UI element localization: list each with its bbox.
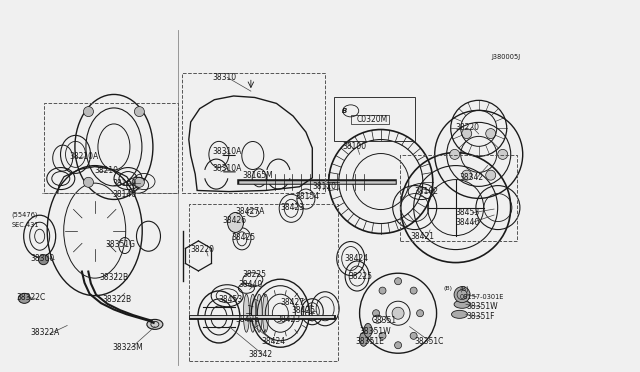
Circle shape xyxy=(372,310,380,317)
Bar xyxy=(351,115,389,124)
Text: 38351: 38351 xyxy=(372,316,397,325)
Text: 38169: 38169 xyxy=(112,179,136,187)
Text: 38310A: 38310A xyxy=(212,164,242,173)
Text: 38440: 38440 xyxy=(456,218,480,227)
Circle shape xyxy=(379,287,386,294)
Text: 38351G: 38351G xyxy=(106,240,136,249)
Text: 38220: 38220 xyxy=(191,246,215,254)
Text: 38154: 38154 xyxy=(296,192,320,201)
Text: 38351W: 38351W xyxy=(360,327,391,336)
Text: 38120: 38120 xyxy=(312,182,337,191)
Text: 38100: 38100 xyxy=(342,142,367,151)
Text: 38310: 38310 xyxy=(212,73,237,82)
Text: 38322C: 38322C xyxy=(16,293,45,302)
Circle shape xyxy=(134,177,145,187)
Text: 38427A: 38427A xyxy=(236,207,265,216)
Text: 38426: 38426 xyxy=(223,216,247,225)
Text: 38322A: 38322A xyxy=(31,328,60,337)
Text: 38425: 38425 xyxy=(232,233,256,242)
Text: 38453: 38453 xyxy=(219,295,243,304)
Text: J380005J: J380005J xyxy=(492,54,521,60)
Text: 38165M: 38165M xyxy=(242,171,273,180)
Text: 38425: 38425 xyxy=(291,306,316,315)
Text: 38351W: 38351W xyxy=(466,302,497,311)
Text: 38424: 38424 xyxy=(344,254,369,263)
Text: 38310A: 38310A xyxy=(212,147,242,156)
Text: 38351C: 38351C xyxy=(415,337,444,346)
Text: (B): (B) xyxy=(460,285,469,292)
Ellipse shape xyxy=(262,294,269,332)
Text: 38300: 38300 xyxy=(31,254,55,263)
Text: 38427: 38427 xyxy=(280,298,305,307)
Circle shape xyxy=(461,170,472,180)
Text: 38225: 38225 xyxy=(242,270,266,279)
Text: 08157-0301E: 08157-0301E xyxy=(460,294,504,300)
Circle shape xyxy=(410,287,417,294)
Ellipse shape xyxy=(38,255,49,264)
Text: 38351F: 38351F xyxy=(466,312,495,321)
Text: 38102: 38102 xyxy=(415,187,439,196)
Text: B: B xyxy=(342,108,347,114)
Ellipse shape xyxy=(243,294,250,332)
Text: 38424: 38424 xyxy=(261,337,285,346)
Circle shape xyxy=(454,286,470,303)
Circle shape xyxy=(395,278,401,285)
Circle shape xyxy=(392,307,404,319)
Text: (55476): (55476) xyxy=(12,212,38,218)
Text: 38342: 38342 xyxy=(460,173,484,182)
Text: 38322B: 38322B xyxy=(99,273,129,282)
Text: 38220: 38220 xyxy=(456,123,480,132)
Ellipse shape xyxy=(256,294,262,332)
Text: C0320M: C0320M xyxy=(357,115,388,124)
Ellipse shape xyxy=(360,332,367,346)
Circle shape xyxy=(417,310,424,317)
Circle shape xyxy=(134,107,145,116)
Ellipse shape xyxy=(452,310,467,318)
Ellipse shape xyxy=(364,323,372,337)
Text: 38421: 38421 xyxy=(411,232,435,241)
Ellipse shape xyxy=(228,212,243,232)
Text: 38426: 38426 xyxy=(236,315,260,324)
Text: 38423: 38423 xyxy=(276,315,301,324)
Text: (B): (B) xyxy=(444,286,452,291)
Text: 38453: 38453 xyxy=(456,208,480,217)
Circle shape xyxy=(410,332,417,339)
Circle shape xyxy=(486,170,496,180)
Ellipse shape xyxy=(19,294,30,303)
Bar xyxy=(334,97,415,141)
Circle shape xyxy=(498,150,508,159)
Ellipse shape xyxy=(454,300,470,308)
Text: 38140: 38140 xyxy=(112,190,136,199)
Circle shape xyxy=(83,107,93,116)
Text: 38210: 38210 xyxy=(95,166,119,175)
Text: 38225: 38225 xyxy=(349,272,372,280)
Circle shape xyxy=(461,129,472,139)
Circle shape xyxy=(486,129,496,139)
Text: 38322B: 38322B xyxy=(102,295,132,304)
Circle shape xyxy=(395,342,401,349)
Circle shape xyxy=(450,150,460,159)
Text: 38440: 38440 xyxy=(238,280,262,289)
Text: 38323M: 38323M xyxy=(112,343,143,352)
Text: 38210A: 38210A xyxy=(69,153,99,161)
Text: 38351E: 38351E xyxy=(355,337,384,346)
Text: SEC.431: SEC.431 xyxy=(12,222,39,228)
Ellipse shape xyxy=(250,294,256,332)
Text: 38342: 38342 xyxy=(248,350,273,359)
Ellipse shape xyxy=(147,320,163,329)
Text: 38423: 38423 xyxy=(280,203,305,212)
Circle shape xyxy=(83,177,93,187)
Circle shape xyxy=(379,332,386,339)
